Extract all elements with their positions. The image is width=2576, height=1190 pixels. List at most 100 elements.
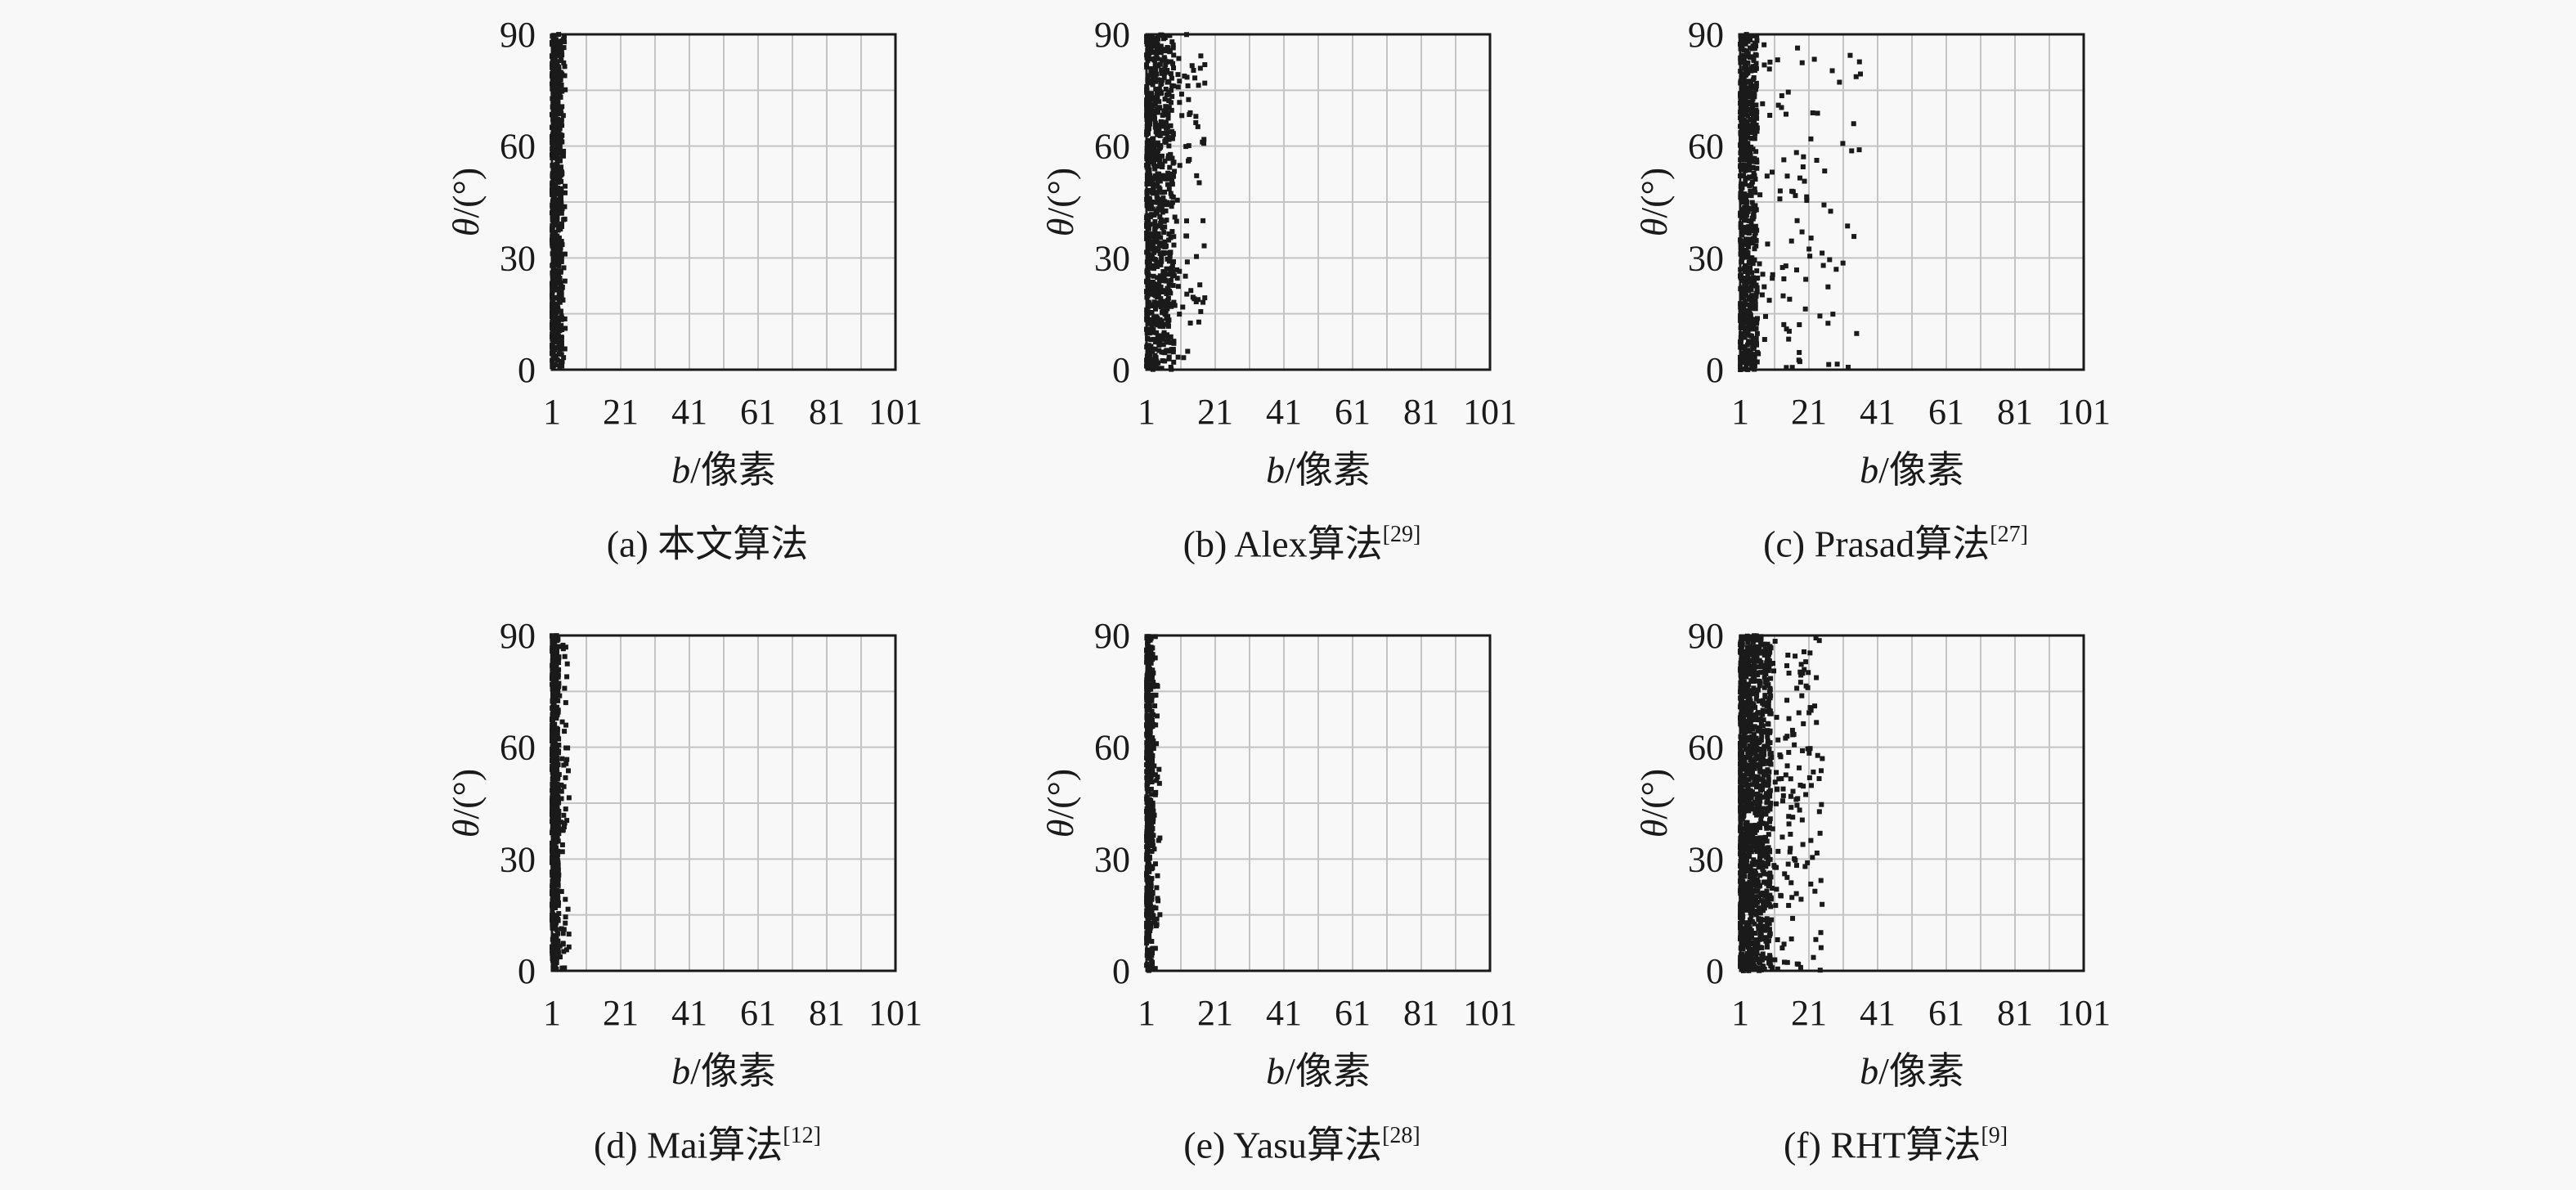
x-axis-title: b/像素: [1266, 1050, 1371, 1092]
scatter-point: [1760, 752, 1765, 757]
scatter-point: [1160, 310, 1165, 315]
scatter-point: [562, 784, 567, 789]
scatter-point: [1813, 937, 1818, 942]
scatter-point: [1745, 831, 1750, 836]
scatter-point: [1830, 68, 1835, 73]
scatter-point: [567, 795, 572, 800]
caption-text-b: (b) Alex算法: [1183, 523, 1383, 564]
scatter-point: [1751, 940, 1756, 945]
scatter-point: [1150, 253, 1155, 258]
scatter-point: [1765, 945, 1770, 950]
scatter-point: [1761, 806, 1766, 811]
scatter-point: [1787, 716, 1792, 721]
scatter-point: [559, 52, 564, 57]
scatter-point: [554, 288, 559, 293]
scatter-point: [1789, 936, 1794, 941]
scatter-point: [553, 96, 558, 101]
scatter-point: [553, 256, 558, 261]
scatter-point: [556, 135, 561, 140]
y-tick-label: 0: [518, 350, 536, 390]
scatter-point: [1808, 838, 1813, 843]
scatter-point: [1744, 49, 1749, 54]
scatter-point: [1753, 318, 1758, 323]
scatter-point: [1151, 315, 1156, 320]
scatter-point: [558, 954, 563, 959]
scatter-point: [1814, 676, 1819, 680]
scatter-point: [1745, 54, 1750, 59]
scatter-point: [1744, 242, 1749, 247]
scatter-point: [1151, 274, 1156, 279]
scatter-point: [1819, 768, 1824, 773]
scatter-point: [556, 949, 561, 954]
x-axis-title: b/像素: [1266, 449, 1371, 491]
scatter-point: [559, 224, 564, 229]
scatter-point: [1186, 97, 1191, 102]
scatter-point: [1781, 276, 1786, 281]
scatter-point: [1746, 94, 1751, 99]
y-tick-label: 30: [1094, 839, 1130, 879]
scatter-point: [1753, 244, 1758, 249]
scatter-point: [1802, 649, 1806, 654]
scatter-point: [1751, 958, 1756, 963]
scatter-point: [1785, 653, 1790, 658]
scatter-point: [1748, 886, 1752, 891]
scatter-point: [1156, 348, 1161, 353]
scatter-point: [1754, 38, 1759, 43]
scatter-point: [1150, 323, 1155, 328]
scatter-point: [560, 842, 565, 847]
x-tick-label: 41: [671, 392, 707, 432]
scatter-point: [1784, 698, 1789, 703]
y-axis-title: θ/(°): [445, 769, 487, 837]
caption-ref-d: [12]: [783, 1123, 821, 1148]
scatter-point: [1806, 246, 1811, 251]
scatter-point: [1751, 879, 1756, 884]
scatter-point: [564, 757, 569, 762]
y-tick-label: 90: [500, 15, 536, 55]
scatter-point: [1198, 53, 1203, 58]
scatter-point: [1845, 223, 1850, 228]
scatter-point: [1755, 672, 1760, 677]
scatter-point: [1785, 173, 1790, 178]
scatter-point: [1751, 685, 1756, 690]
x-tick-label: 21: [1197, 993, 1233, 1033]
scatter-point: [1766, 747, 1771, 752]
scatter-point: [1776, 776, 1781, 781]
scatter-point: [1817, 809, 1822, 814]
x-tick-label: 21: [1791, 392, 1827, 432]
scatter-point: [1148, 44, 1153, 49]
scatter-point: [1808, 882, 1813, 887]
scatter-point: [556, 876, 561, 881]
scatter-point: [1767, 66, 1772, 71]
scatter-point: [1161, 230, 1166, 235]
scatter-point: [1787, 297, 1792, 302]
scatter-point: [1170, 200, 1175, 204]
scatter-point: [560, 359, 565, 364]
scatter-point: [1751, 338, 1756, 343]
scatter-point: [1177, 312, 1182, 317]
scatter-point: [1752, 75, 1757, 80]
scatter-point: [1174, 267, 1179, 272]
x-tick-label: 101: [1463, 392, 1517, 432]
scatter-point: [1802, 179, 1807, 184]
scatter-point: [554, 167, 559, 172]
scatter-point: [1748, 227, 1753, 232]
x-tick-label: 1: [1731, 392, 1749, 432]
scatter-point: [1825, 285, 1830, 290]
scatter-point: [557, 84, 562, 89]
scatter-point: [1757, 683, 1762, 688]
scatter-point: [1766, 657, 1770, 662]
scatter-point: [1746, 940, 1751, 945]
scatter-point: [1794, 685, 1799, 690]
y-axis-title: θ/(°): [1039, 168, 1081, 236]
scatter-point: [1162, 358, 1167, 363]
scatter-point: [1151, 671, 1156, 676]
scatter-point: [1164, 299, 1169, 304]
scatter-point: [1164, 244, 1169, 249]
scatter-point: [1182, 74, 1187, 79]
scatter-point: [1748, 237, 1752, 242]
scatter-point: [1165, 348, 1169, 353]
scatter-point: [1150, 657, 1155, 662]
scatter-point: [1157, 240, 1162, 245]
